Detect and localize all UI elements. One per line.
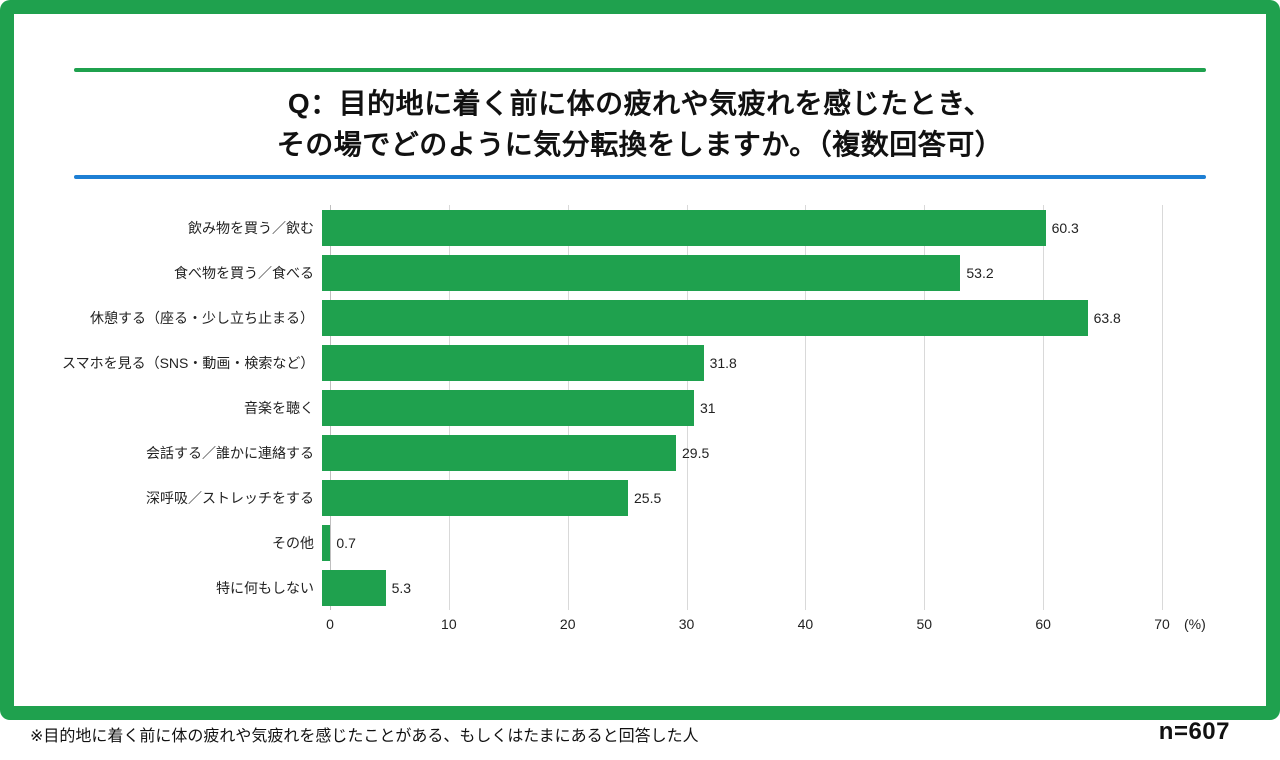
value-label: 63.8 [1093, 309, 1121, 326]
x-tick-30: 30 [678, 616, 695, 633]
category-label: 特に何もしない [216, 579, 314, 596]
category-label: 深呼吸／ストレッチをする [146, 489, 314, 506]
value-label: 60.3 [1051, 219, 1079, 236]
gridline-50 [924, 205, 926, 611]
bar [322, 389, 694, 426]
bar [322, 524, 331, 561]
x-tick-50: 50 [916, 616, 933, 633]
category-label: 音楽を聴く [244, 399, 314, 416]
category-label: 飲み物を買う／飲む [188, 219, 314, 236]
chart-row: 飲み物を買う／飲む 60.3 [62, 205, 1162, 250]
bar [322, 479, 628, 516]
category-label: 会話する／誰かに連絡する [146, 444, 314, 461]
question-title-block: Q：目的地に着く前に体の疲れや気疲れを感じたとき、 その場でどのように気分転換を… [74, 68, 1206, 180]
x-tick-60: 60 [1035, 616, 1051, 633]
category-label: その他 [272, 534, 314, 551]
gridline-70 [1162, 205, 1163, 611]
title-top-rule [74, 68, 1206, 72]
page: Q：目的地に着く前に体の疲れや気疲れを感じたとき、 その場でどのように気分転換を… [14, 68, 1266, 760]
bar [322, 254, 961, 291]
gridline-60 [1043, 205, 1045, 611]
chart-row: スマホを見る（SNS・動画・検索など） 31.8 [62, 340, 1162, 385]
bar-track: 60.3 [322, 209, 1162, 246]
chart-row: 休憩する（座る・少し立ち止まる） 63.8 [62, 295, 1162, 340]
page-title: Q：目的地に着く前に体の疲れや気疲れを感じたとき、 その場でどのように気分転換を… [74, 72, 1206, 175]
x-axis: (%) 0 10 20 30 40 50 60 70 [326, 616, 1206, 642]
bar-track: 63.8 [322, 299, 1162, 336]
bar-track: 29.5 [322, 434, 1162, 471]
x-tick-10: 10 [441, 616, 457, 633]
chart-row: 会話する／誰かに連絡する 29.5 [62, 430, 1162, 475]
bar-chart: 飲み物を買う／飲む 60.3 食べ物を買う／食べる 53.2 休憩する（座る・少し立ち止… [62, 205, 1206, 642]
chart-row: 特に何もしない 5.3 [62, 565, 1162, 610]
value-label: 5.3 [391, 579, 412, 596]
value-label: 25.5 [634, 489, 662, 506]
bar [322, 209, 1046, 246]
value-label: 29.5 [682, 444, 710, 461]
bar-track: 31 [322, 389, 1162, 426]
chart-row: 食べ物を買う／食べる 53.2 [62, 250, 1162, 295]
bar-track: 0.7 [322, 524, 1162, 561]
bar [322, 344, 704, 381]
value-label: 53.2 [966, 264, 994, 281]
category-label: 休憩する（座る・少し立ち止まる） [90, 309, 314, 326]
x-tick-0: 0 [326, 616, 334, 633]
bar-track: 53.2 [322, 254, 1162, 291]
chart-rows: 飲み物を買う／飲む 60.3 食べ物を買う／食べる 53.2 休憩する（座る・少し立ち止… [62, 205, 1162, 610]
bar-track: 5.3 [322, 569, 1162, 606]
bar [322, 569, 386, 606]
x-tick-40: 40 [797, 616, 814, 633]
value-label: 31.8 [709, 354, 737, 371]
value-label: 31 [700, 399, 716, 416]
title-bottom-rule [74, 175, 1206, 180]
x-tick-70: 70 [1154, 616, 1170, 633]
plot-area: 飲み物を買う／飲む 60.3 食べ物を買う／食べる 53.2 休憩する（座る・少し立ち止… [62, 205, 1163, 611]
chart-row: 深呼吸／ストレッチをする 25.5 [62, 475, 1162, 520]
category-label: 食べ物を買う／食べる [174, 264, 314, 281]
page-title-line1: Q：目的地に着く前に体の疲れや気疲れを感じたとき、 [287, 88, 993, 119]
category-label: スマホを見る（SNS・動画・検索など） [62, 354, 315, 371]
x-axis-unit: (%) [1184, 616, 1206, 633]
bar-track: 31.8 [322, 344, 1162, 381]
x-tick-20: 20 [559, 616, 576, 633]
sample-size: n=607 [1158, 718, 1230, 745]
footer: ※目的地に着く前に体の疲れや気疲れを感じたことがある、もしくはたまにあると回答し… [30, 718, 1230, 746]
gridline-40 [805, 205, 807, 611]
footnote: ※目的地に着く前に体の疲れや気疲れを感じたことがある、もしくはたまにあると回答し… [30, 728, 699, 745]
page-title-line2: その場でどのように気分転換をしますか。（複数回答可） [276, 128, 1004, 160]
bar [322, 299, 1088, 336]
bar [322, 434, 676, 471]
value-label: 0.7 [336, 534, 356, 551]
bar-track: 25.5 [322, 479, 1162, 516]
chart-row: 音楽を聴く 31 [62, 385, 1162, 430]
chart-row: その他 0.7 [62, 520, 1162, 565]
